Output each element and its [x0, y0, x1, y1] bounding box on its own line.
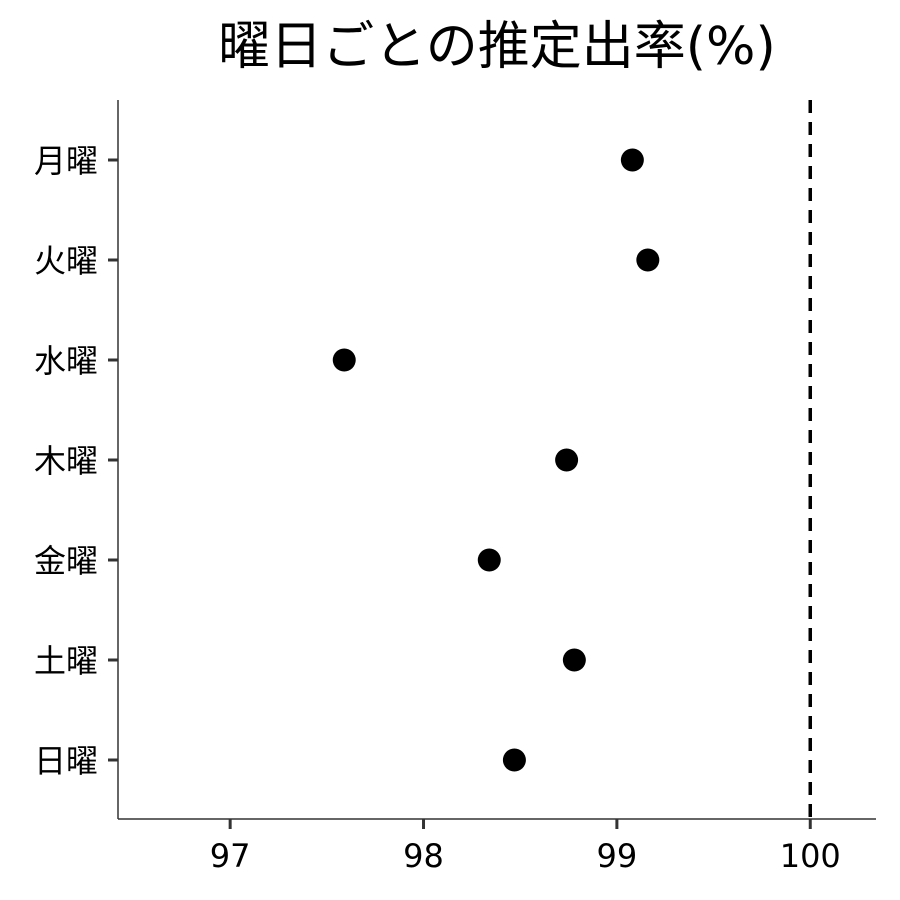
- data-point: [636, 248, 660, 272]
- x-tick-label: 98: [403, 837, 444, 875]
- x-tick-label: 97: [210, 837, 251, 875]
- data-point: [332, 348, 356, 372]
- data-point: [477, 548, 501, 572]
- points-layer: [332, 148, 660, 772]
- y-tick-label: 木曜: [34, 442, 98, 480]
- data-point: [562, 648, 586, 672]
- y-tick-label: 火曜: [34, 242, 98, 280]
- chart-title: 曜日ごとの推定出率(%): [218, 17, 775, 77]
- data-point: [620, 148, 644, 172]
- y-tick-label: 土曜: [34, 642, 98, 680]
- y-tick-label: 水曜: [34, 342, 98, 380]
- y-tick-label: 金曜: [34, 542, 98, 580]
- data-point: [502, 748, 526, 772]
- x-tick-label: 100: [780, 837, 841, 875]
- data-point: [555, 448, 579, 472]
- y-tick-label: 月曜: [34, 142, 98, 180]
- y-tick-label: 日曜: [34, 742, 98, 780]
- x-tick-label: 99: [597, 837, 638, 875]
